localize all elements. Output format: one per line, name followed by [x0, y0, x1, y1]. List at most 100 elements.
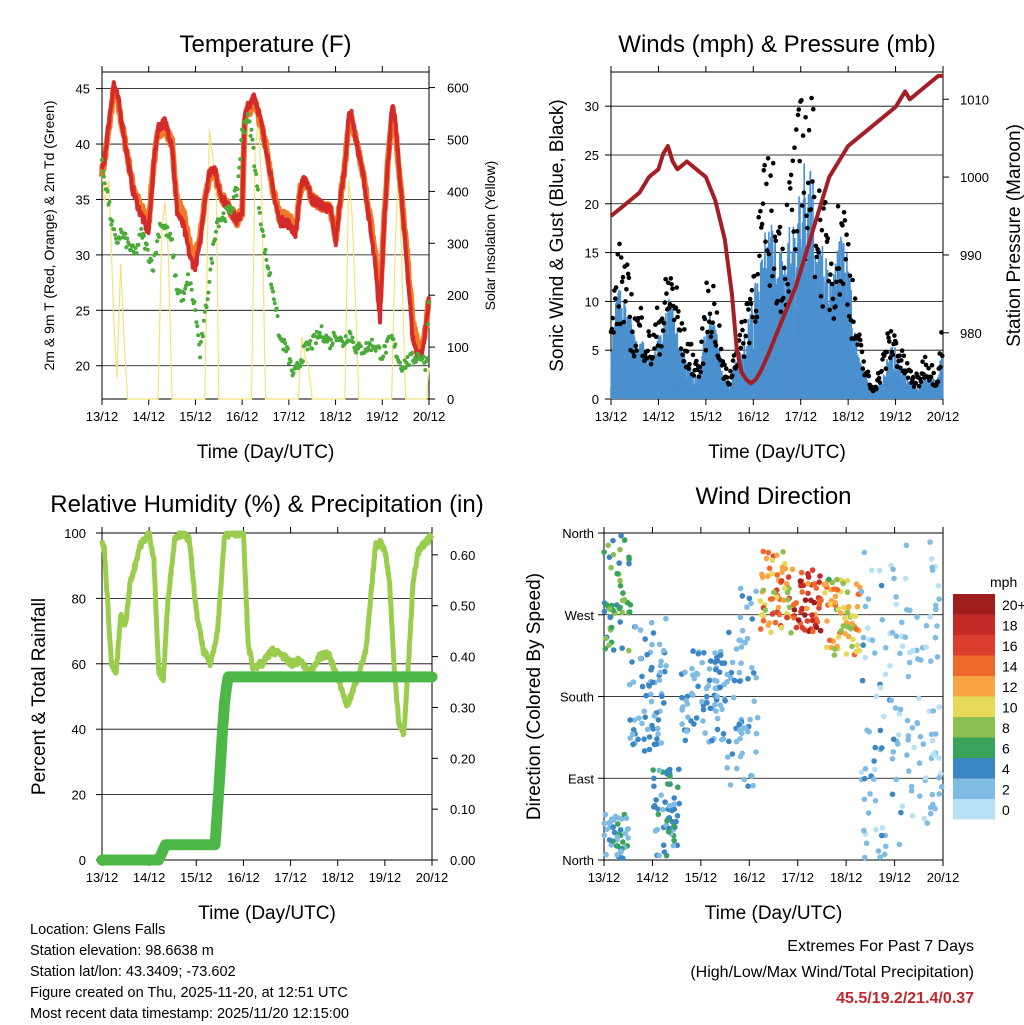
gust-point: [890, 352, 895, 358]
gust-point: [634, 348, 639, 353]
wdir-y-tick-label: North: [562, 853, 594, 868]
wind-direction-point: [877, 854, 883, 861]
gust-point: [620, 274, 626, 280]
wdir-y-tick-label: South: [560, 690, 594, 705]
temp-x-tick-label: 16/12: [226, 409, 259, 424]
gust-point: [667, 301, 673, 307]
wind-direction-point: [936, 596, 942, 602]
wind-direction-point: [626, 560, 632, 567]
gust-point: [770, 160, 776, 166]
wind-direction-point: [601, 832, 608, 839]
wind-direction-point: [877, 727, 884, 734]
wind-direction-point: [771, 589, 777, 595]
dewpoint-point: [251, 145, 256, 150]
wind-direction-point: [769, 570, 775, 577]
gust-point: [939, 353, 945, 359]
dewpoint-point: [352, 345, 357, 350]
winds-y-tick-label: 15: [585, 246, 599, 261]
dewpoint-point: [247, 119, 252, 124]
humidity-line: [99, 530, 435, 738]
dewpoint-point: [350, 335, 355, 340]
wind-direction-point: [861, 549, 868, 556]
wind-direction-point: [834, 576, 840, 583]
gust-point: [840, 281, 846, 287]
dewpoint-point: [410, 350, 415, 355]
gust-point: [700, 361, 706, 367]
wind-direction-point: [617, 619, 623, 625]
dewpoint-point: [237, 165, 242, 170]
wind-direction-point: [788, 630, 794, 636]
gust-point: [860, 366, 866, 371]
wind-direction-point: [773, 594, 780, 600]
wind-direction-point: [895, 732, 902, 738]
wind-direction-point: [659, 693, 665, 700]
wind-direction-point: [601, 820, 608, 827]
dewpoint-point: [149, 258, 154, 263]
wind-direction-point: [621, 537, 628, 543]
wind-direction-point: [809, 567, 816, 573]
dewpoint-point: [112, 227, 117, 232]
dewpoint-point: [186, 272, 190, 277]
gust-point: [910, 374, 916, 380]
wind-direction-point: [625, 835, 631, 841]
wind-direction-point: [664, 818, 670, 824]
temp-x-tick-label: 14/12: [132, 409, 165, 424]
wind-direction-point: [774, 572, 780, 578]
dewpoint-point: [154, 250, 159, 255]
gust-point: [746, 307, 751, 312]
dewpoint-point: [300, 359, 305, 364]
gust-point: [684, 349, 690, 354]
wind-direction-point: [817, 627, 824, 634]
wind-direction-point: [709, 737, 715, 744]
dewpoint-point: [216, 224, 221, 229]
gust-point: [671, 317, 677, 323]
gust-point: [713, 343, 719, 348]
wind-direction-point: [879, 745, 885, 751]
gust-point: [794, 127, 799, 132]
temp-x-tick-label: 15/12: [179, 409, 212, 424]
wind-direction-point: [778, 624, 785, 631]
wind-direction-point: [905, 733, 912, 739]
wind-direction-point: [923, 644, 929, 650]
gust-point: [675, 314, 680, 320]
legend-label: 4: [1002, 761, 1010, 777]
wind-direction-point: [793, 624, 800, 631]
wind-direction-point: [647, 691, 654, 698]
gust-point: [904, 361, 910, 366]
gust-point: [637, 323, 643, 328]
wind-direction-point: [779, 564, 786, 571]
wind-direction-point: [931, 752, 937, 759]
gust-point: [677, 328, 683, 333]
dewpoint-point: [257, 206, 261, 210]
dewpoint-point: [288, 359, 293, 364]
gust-point: [625, 271, 631, 277]
gust-point: [816, 250, 821, 255]
dewpoint-point: [403, 365, 408, 370]
legend-swatch: [953, 799, 995, 820]
gust-point: [618, 321, 623, 327]
winds-y2-tick-label: 1000: [960, 170, 989, 185]
dewpoint-point: [381, 354, 386, 359]
wind-direction-point: [801, 627, 808, 633]
wind-direction-point: [719, 660, 725, 667]
wdir-x-tick-label: 20/12: [927, 870, 960, 885]
wind-direction-point: [717, 684, 723, 691]
wind-direction-point: [798, 569, 805, 576]
dewpoint-point: [310, 346, 315, 351]
rh-y-tick-label: 0: [79, 853, 86, 868]
rh-y-tick-label: 40: [72, 722, 86, 737]
winds-y-tick-label: 5: [592, 343, 599, 358]
gust-point: [621, 319, 627, 325]
gust-point: [610, 315, 615, 321]
wind-direction-point: [706, 677, 713, 684]
wdir-x-tick-label: 18/12: [830, 870, 863, 885]
gust-point: [782, 265, 787, 271]
dewpoint-point: [100, 169, 105, 174]
wind-direction-point: [853, 626, 860, 632]
wind-direction-point: [922, 775, 929, 781]
wind-direction-point: [737, 585, 744, 592]
dewpoint-point: [266, 266, 271, 271]
gust-point: [788, 172, 794, 178]
wind-direction-point: [684, 693, 691, 700]
wind-direction-point: [626, 554, 632, 560]
